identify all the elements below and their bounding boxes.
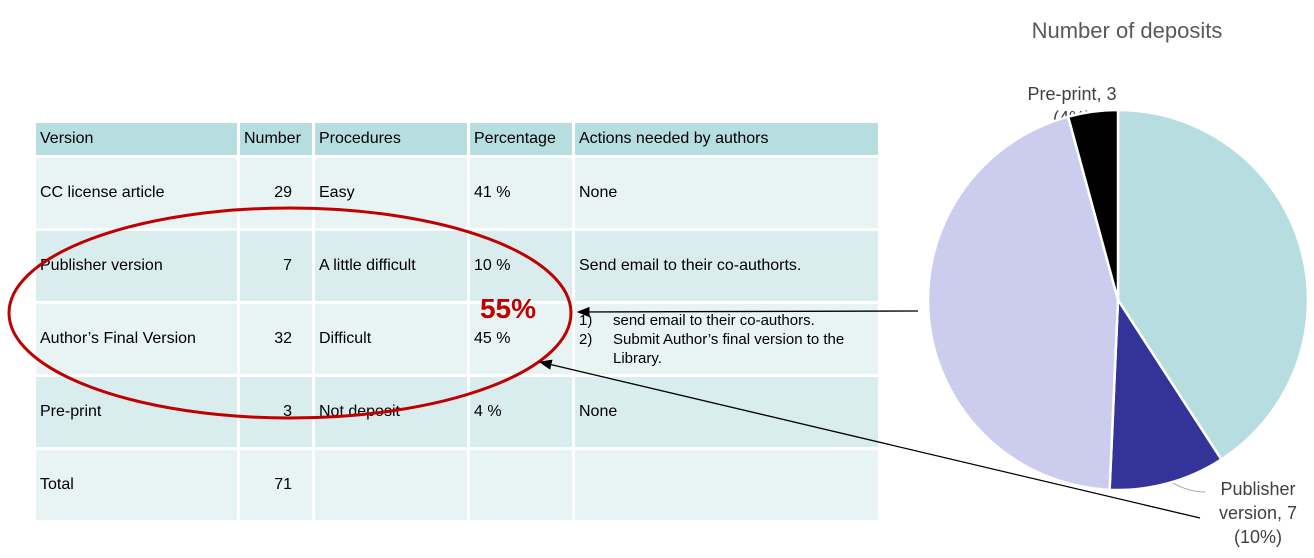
table-cell: 71 (237, 447, 315, 523)
table-cell: 29 (237, 155, 315, 231)
table-cell: Publisher version (33, 228, 240, 304)
arrow (538, 359, 1201, 519)
table-cell: CC license article (33, 155, 240, 231)
table-cell: Easy (312, 155, 470, 231)
table-cell: 3 (237, 374, 315, 450)
action-item: 2) Submit Author’s final version to the L… (579, 330, 874, 368)
header-cell: Actions needed by authors (572, 120, 881, 158)
header-cell: Percentage (467, 120, 575, 158)
deposit-table: Version Number Procedures Percentage Actions… (33, 120, 881, 523)
item-text: Submit Author’s final version to the Lib… (613, 330, 845, 367)
table-cell: Total (33, 447, 240, 523)
chart-title: Number of deposits (1032, 18, 1223, 43)
table-row: Publisher version 7 A little difficult 10 %… (33, 228, 881, 304)
table-cell: A little difficult (312, 228, 470, 304)
table-cell: Send email to their co-authorts. (572, 228, 881, 304)
pie-slice (926, 115, 1120, 492)
header-cell: Procedures (312, 120, 470, 158)
table-cell: Difficult (312, 301, 470, 377)
table-cell (467, 447, 575, 523)
table-row: CC license article 29 Easy 41 % None (33, 155, 881, 231)
table-cell: 4 % (467, 374, 575, 450)
table-row: Pre-print 3 Not deposit 4 % None (33, 374, 881, 450)
highlight-ellipse (7, 206, 573, 420)
table-cell: 7 (237, 228, 315, 304)
arrow (576, 306, 919, 318)
annotation: 55% (480, 293, 536, 324)
header-row: Version Number Procedures Percentage Actions… (33, 120, 881, 158)
table-cell: Author’s Final Version (33, 301, 240, 377)
table-cell: 10 % (467, 228, 575, 304)
data-label: Publisher version, 7 (10%) (1218, 479, 1298, 547)
table-cell: 41 % (467, 155, 575, 231)
table-cell: Pre-print (33, 374, 240, 450)
item-text: send email to their co-authors. (613, 311, 815, 329)
pie-slice (1066, 108, 1120, 301)
header-cell: Version (33, 120, 240, 158)
pie-slice (1108, 296, 1224, 492)
table-cell: None (572, 374, 881, 450)
table-cell (312, 447, 470, 523)
table-cell: None (572, 155, 881, 231)
table-cell (572, 447, 881, 523)
header-cell: Number (237, 120, 315, 158)
table-cell: 32 (237, 301, 315, 377)
item-marker: 2) (579, 330, 593, 348)
table-row: Total 71 (33, 447, 881, 523)
